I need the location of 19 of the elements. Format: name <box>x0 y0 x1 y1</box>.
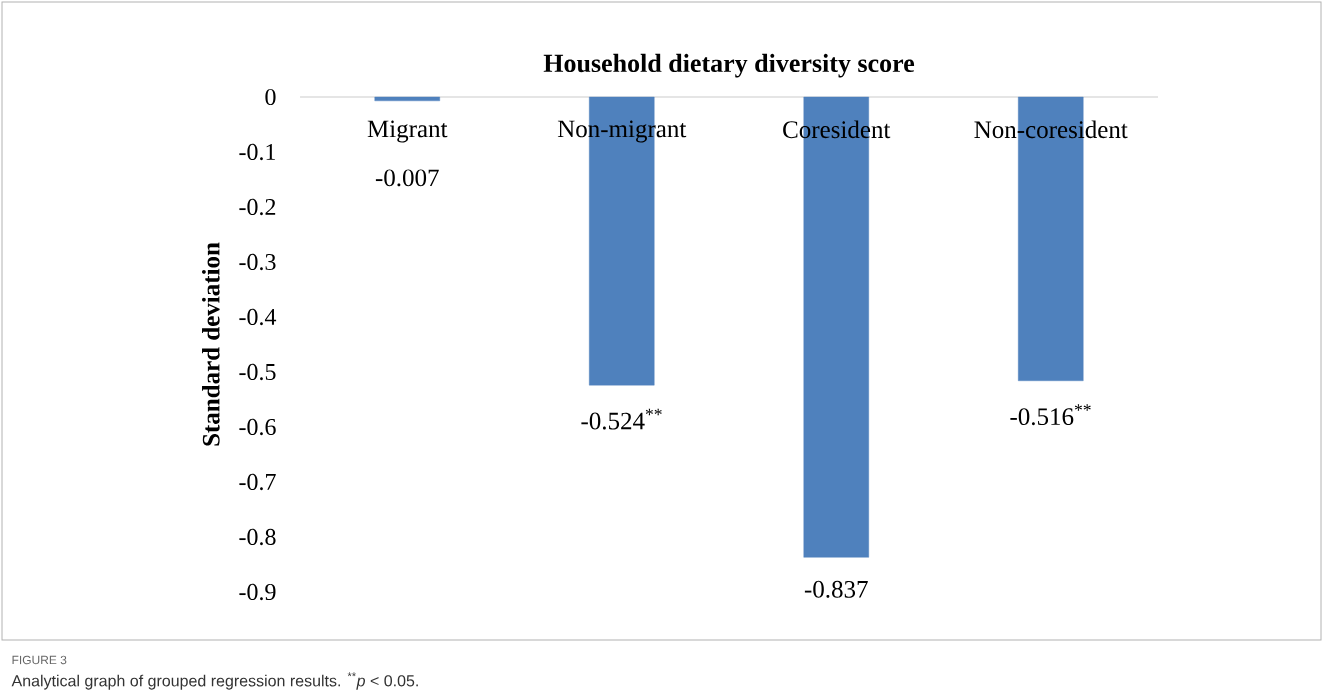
y-tick-label: -0.3 <box>239 253 276 271</box>
text: Analytical graph of grouped regression results. $^{**}$p < 0.05. <box>11 672 418 690</box>
data-label: -0.516$^{**}$ <box>1010 404 1091 426</box>
caption: FIGURE 3 <box>12 655 67 665</box>
chart-title: Household dietary diversity score <box>543 53 915 78</box>
y-tick-label: -0.6 <box>239 418 276 436</box>
y-tick-label: -0.4 <box>239 308 277 326</box>
data-label: -0.837 <box>804 580 868 598</box>
y-tick-label: -0.2 <box>239 198 276 216</box>
data-label: -0.007 <box>375 169 439 187</box>
y-tick-label: -0.8 <box>239 528 276 546</box>
y-tick-label: -0.7 <box>239 473 276 491</box>
data-label: -0.524$^{**}$ <box>581 408 662 430</box>
y-tick-label: -0.9 <box>239 583 276 601</box>
y-tick-label: -0.5 <box>239 363 276 381</box>
x-tick-label: Migrant <box>367 120 448 143</box>
y-axis-title: Standard deviation <box>202 242 220 446</box>
y-tick-label: -0.1 <box>239 143 276 161</box>
y-tick-label: 0 <box>265 88 276 106</box>
